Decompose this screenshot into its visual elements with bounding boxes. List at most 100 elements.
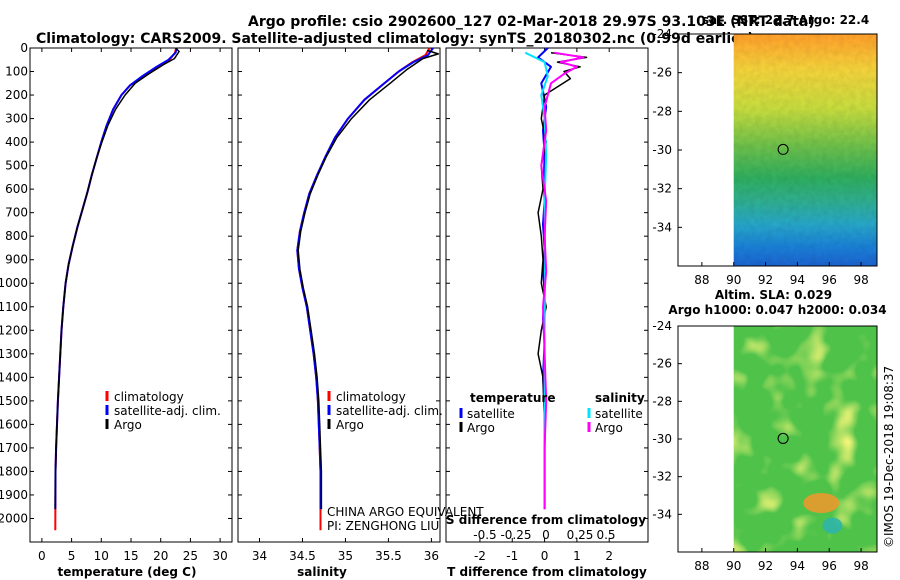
x-tick-label-top: -0.5 [473,528,496,542]
x-tick-label: 5 [68,549,76,563]
sla-highs [733,326,877,552]
x-tick-label: 2 [605,549,613,563]
legend-label: Argo [336,418,364,432]
y-tick-label: 1300 [0,347,28,361]
x-tick-label: 98 [853,559,868,573]
sla-high-blob [803,493,840,514]
y-tick-label: 1100 [0,300,28,314]
x-tick-label: 35.5 [375,549,402,563]
x-tick-label: 90 [726,273,741,287]
y-tick-label: 700 [5,206,28,220]
map-title: Altim. SLA: 0.029 [715,288,832,302]
y-tick-label: -28 [652,394,672,408]
y-tick-label: -32 [652,182,672,196]
x-tick-label: 94 [790,559,805,573]
y-tick-label: -34 [652,220,672,234]
figure-title: Argo profile: csio 2902600_127 02-Mar-20… [248,14,815,30]
map-subtitle: Argo h1000: 0.047 h2000: 0.034 [668,303,886,317]
y-tick-label: -26 [652,357,672,371]
y-tick-label: 1800 [0,464,28,478]
legend-label: satellite [467,407,515,421]
x-tick-label: 96 [822,559,837,573]
sla-low-blob [822,517,843,534]
x-tick-label: 34 [252,549,267,563]
y-tick-label: -30 [652,143,672,157]
legend-label: climatology [336,390,406,404]
x-tick-label: 30 [212,549,227,563]
x-tick-label: 88 [694,559,709,573]
figure-subtitle: Climatology: CARS2009. Satellite-adjuste… [36,31,754,47]
y-tick-label: -28 [652,104,672,118]
y-tick-label: -34 [652,507,672,521]
x-axis-label: T difference from climatology [447,565,647,579]
sst-texture [733,34,877,266]
y-tick-label: 1200 [0,323,28,337]
x-tick-label-top: -0.25 [500,528,531,542]
x-axis-label: salinity [297,565,347,579]
plot-frame [445,47,649,543]
y-tick-label: 500 [5,159,28,173]
y-tick-label: 1700 [0,441,28,455]
plot-frame [237,47,441,543]
x-tick-label: 20 [153,549,168,563]
x-tick-label: -2 [474,549,486,563]
credit-line-1: CHINA ARGO EQUIVALENT [327,505,484,519]
series-line [540,51,585,510]
x-tick-label: 36 [424,549,439,563]
argo-location-marker [777,432,789,444]
legend-label: Argo [467,421,495,435]
series-line [54,47,178,510]
y-tick-label: -30 [652,432,672,446]
y-tick-label: 200 [5,88,28,102]
y-tick-label: -24 [652,319,672,333]
series-line [54,47,178,531]
y-tick-label: -32 [652,470,672,484]
series-line [524,51,549,510]
x-tick-label: 88 [694,273,709,287]
sst-map-panel: -24 -26 -28 -30 -32 -34 88 90 92 94 96 98 sat. SST: … [652,13,878,287]
x-tick-label: -1 [506,549,518,563]
legend-label: Argo [114,418,142,432]
sla-map-panel: -24 -26 -28 -30 -32 -34 88 90 92 94 96 98 Altim. SLA… [652,288,886,573]
x-tick-label: 15 [123,549,138,563]
credit-line-2: PI: ZENGHONG LIU [327,519,439,533]
difference-panel: -2 -1 0 1 2 T difference from climatology S di… [445,47,649,579]
y-tick-label: 400 [5,135,28,149]
x-tick-label: 25 [183,549,198,563]
y-tick-label: 2000 [0,511,28,525]
y-tick-label: 100 [5,65,28,79]
y-tick-label: 600 [5,182,28,196]
series-line [296,47,434,510]
legend-title: temperature [470,391,555,405]
temperature-panel: 0100200300400500600700800900100011001200… [0,41,233,579]
series-line [296,47,431,531]
x-tick-label-top: 0.5 [596,528,615,542]
x-tick-label: 96 [822,273,837,287]
y-tick-label: 300 [5,112,28,126]
legend-title: salinity [595,391,645,405]
x-tick-label: 90 [726,559,741,573]
x-tick-label: 0 [38,549,46,563]
legend-label: climatology [114,390,184,404]
legend-label: satellite-adj. clim. [336,404,443,418]
imos-stamp: ©IMOS 19-Dec-2018 19:08:37 [882,366,896,548]
y-tick-label: 800 [5,229,28,243]
series-line [54,47,180,510]
legend-label: Argo [595,421,623,435]
x-tick-label: 92 [758,273,773,287]
y-tick-label: -24 [652,27,672,41]
x-tick-label: 92 [758,559,773,573]
series-line [297,49,440,510]
x-axis-label: temperature (deg C) [58,565,197,579]
y-tick-label: 1500 [0,394,28,408]
y-tick-label: 1400 [0,370,28,384]
x-tick-label-top: 0 [542,528,550,542]
y-tick-label: -26 [652,66,672,80]
legend-label: satellite-adj. clim. [114,404,221,418]
y-tick-label: 1900 [0,488,28,502]
x-tick-label: 98 [853,273,868,287]
x-tick-label: 10 [94,549,109,563]
x-tick-label: 1 [573,549,581,563]
